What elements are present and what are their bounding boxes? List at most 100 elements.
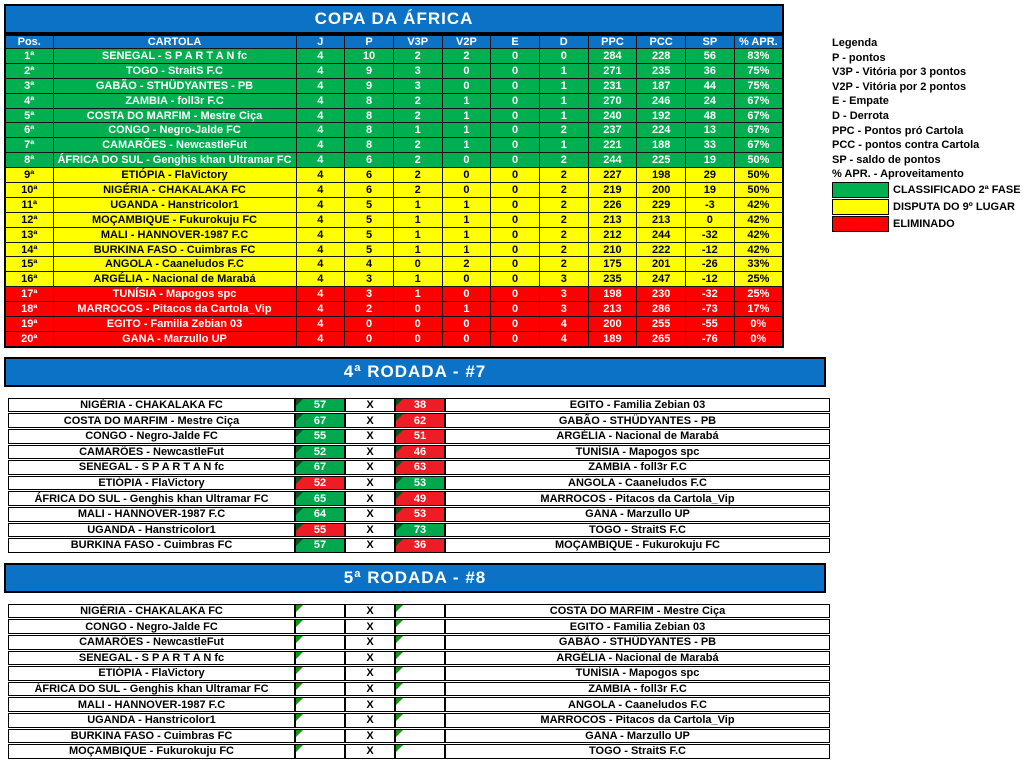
loss-cell: 2 xyxy=(538,211,589,228)
v2p-cell: 1 xyxy=(441,122,492,139)
points-balance-cell: 56 xyxy=(685,48,735,64)
away-score-cell xyxy=(395,619,445,634)
status-label: DISPUTA DO 9º LUGAR xyxy=(893,201,1015,214)
points-against-cell: 265 xyxy=(636,330,686,348)
home-score-cell: 57 xyxy=(295,397,345,413)
away-score-cell xyxy=(395,666,445,681)
versus-cell: X xyxy=(345,603,395,619)
points-for-cell: 221 xyxy=(587,137,638,154)
away-score-cell xyxy=(395,712,445,728)
performance-cell: 25% xyxy=(733,286,784,303)
legend-status-row: ELIMINADO xyxy=(832,216,1021,233)
draw-cell: 0 xyxy=(490,92,540,109)
points-cell: 6 xyxy=(344,152,394,169)
position-cell: 1ª xyxy=(4,48,54,64)
points-balance-cell: -12 xyxy=(685,241,735,258)
draw-cell: 0 xyxy=(490,271,540,288)
position-cell: 16ª xyxy=(4,271,54,288)
performance-cell: 42% xyxy=(733,226,784,243)
home-score-cell xyxy=(295,712,345,728)
versus-cell: X xyxy=(345,712,395,728)
home-team-cell: COSTA DO MARFIM - Mestre Ciça xyxy=(8,413,295,428)
games-cell: 4 xyxy=(295,107,346,124)
home-score-cell xyxy=(295,728,345,744)
standings-body: 1ª SENEGAL - S P A R T A N fc 4 10 2 2 0 0 284 22… xyxy=(4,48,784,348)
points-cell: 0 xyxy=(344,330,394,348)
points-cell: 2 xyxy=(344,301,394,318)
match-row: ETIÓPIA - FlaVictory X TUNÍSIA - Mapogos s… xyxy=(8,666,830,681)
v2p-cell: 1 xyxy=(441,211,492,228)
loss-cell: 1 xyxy=(538,137,589,154)
away-score-cell xyxy=(395,650,445,666)
points-against-cell: 228 xyxy=(636,48,686,64)
team-cell: CAMARÕES - NewcastleFut xyxy=(52,137,297,154)
draw-cell: 0 xyxy=(490,152,540,169)
games-cell: 4 xyxy=(295,196,346,213)
loss-cell: 3 xyxy=(538,301,589,318)
v3p-cell: 0 xyxy=(392,256,443,273)
performance-cell: 17% xyxy=(733,301,784,318)
versus-cell: X xyxy=(345,666,395,681)
points-balance-cell: 19 xyxy=(685,152,735,169)
points-cell: 5 xyxy=(344,196,394,213)
points-for-cell: 270 xyxy=(587,92,638,109)
draw-cell: 0 xyxy=(490,77,540,94)
away-team-cell: ARGÉLIA - Nacional de Marabá xyxy=(445,429,830,444)
games-cell: 4 xyxy=(295,92,346,109)
match-row: MALI - HANNOVER-1987 F.C X ANGOLA - Caanel… xyxy=(8,697,830,712)
v2p-cell: 1 xyxy=(441,107,492,124)
points-for-cell: 240 xyxy=(587,107,638,124)
points-for-cell: 200 xyxy=(587,316,638,332)
games-cell: 4 xyxy=(295,182,346,198)
points-against-cell: 255 xyxy=(636,316,686,332)
match-row: ÁFRICA DO SUL - Genghis khan Ultramar FC… xyxy=(8,681,830,697)
match-row: NIGÉRIA - CHAKALAKA FC X COSTA DO MARFIM -… xyxy=(8,603,830,619)
v3p-cell: 2 xyxy=(392,152,443,169)
performance-cell: 50% xyxy=(733,152,784,169)
performance-cell: 75% xyxy=(733,62,784,79)
legend-title: Legenda xyxy=(832,37,878,49)
points-against-cell: 235 xyxy=(636,62,686,79)
team-cell: GABÃO - STHÜDYANTES - PB xyxy=(52,77,297,94)
points-for-cell: 235 xyxy=(587,271,638,288)
draw-cell: 0 xyxy=(490,286,540,303)
v2p-cell: 0 xyxy=(441,62,492,79)
points-against-cell: 286 xyxy=(636,301,686,318)
column-header: PCC xyxy=(636,34,686,49)
match-row: SENEGAL - S P A R T A N fc 67 X 63 ZAMBIA - … xyxy=(8,460,830,475)
points-against-cell: 246 xyxy=(636,92,686,109)
games-cell: 4 xyxy=(295,122,346,139)
draw-cell: 0 xyxy=(490,301,540,318)
versus-cell: X xyxy=(345,429,395,444)
draw-cell: 0 xyxy=(490,137,540,154)
v3p-cell: 2 xyxy=(392,107,443,124)
home-team-cell: NIGÉRIA - CHAKALAKA FC xyxy=(8,603,295,619)
draw-cell: 0 xyxy=(490,316,540,332)
points-against-cell: 225 xyxy=(636,152,686,169)
away-team-cell: TUNÍSIA - Mapogos spc xyxy=(445,444,830,460)
points-against-cell: 213 xyxy=(636,211,686,228)
position-cell: 4ª xyxy=(4,92,54,109)
column-header: D xyxy=(538,34,589,49)
standings-row: 1ª SENEGAL - S P A R T A N fc 4 10 2 2 0 0 284 22… xyxy=(4,48,784,64)
draw-cell: 0 xyxy=(490,122,540,139)
match-row: ETIÓPIA - FlaVictory 52 X 53 ANGOLA - Caanel… xyxy=(8,475,830,491)
loss-cell: 3 xyxy=(538,271,589,288)
points-against-cell: 224 xyxy=(636,122,686,139)
standings-row: 15ª ANGOLA - Caaneludos F.C 4 4 0 2 0 2 175 201 -2… xyxy=(4,256,784,273)
games-cell: 4 xyxy=(295,241,346,258)
home-team-cell: CAMARÕES - NewcastleFut xyxy=(8,444,295,460)
home-team-cell: ÁFRICA DO SUL - Genghis khan Ultramar FC xyxy=(8,681,295,697)
points-for-cell: 213 xyxy=(587,211,638,228)
position-cell: 20ª xyxy=(4,330,54,348)
home-team-cell: ETIÓPIA - FlaVictory xyxy=(8,475,295,491)
v3p-cell: 0 xyxy=(392,301,443,318)
points-balance-cell: -76 xyxy=(685,330,735,348)
away-team-cell: MARROCOS - Pitacos da Cartola_Vip xyxy=(445,712,830,728)
away-score-cell: 36 xyxy=(395,538,445,553)
draw-cell: 0 xyxy=(490,167,540,184)
points-against-cell: 192 xyxy=(636,107,686,124)
away-score-cell: 38 xyxy=(395,397,445,413)
standings-row: 9ª ETIÓPIA - FlaVictory 4 6 2 0 0 2 227 198 29 50% xyxy=(4,167,784,184)
